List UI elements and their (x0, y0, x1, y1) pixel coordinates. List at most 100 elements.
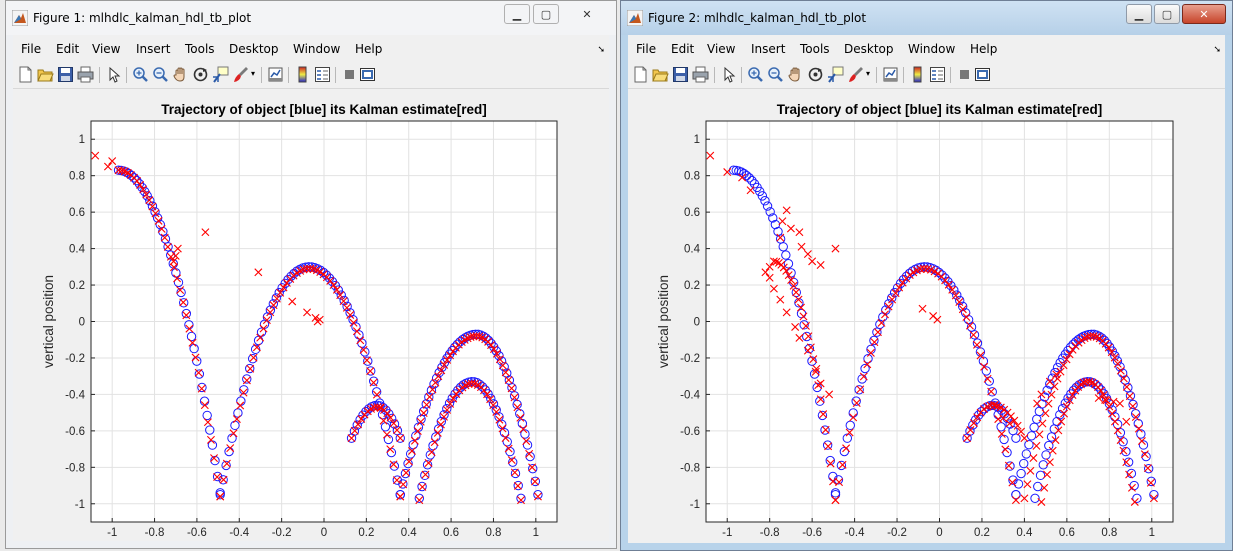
trajectory-point (1055, 410, 1065, 420)
trajectory-point (400, 468, 411, 479)
print-icon[interactable] (692, 66, 709, 83)
menu-desktop[interactable]: Desktop (229, 42, 279, 56)
trajectory-point (363, 356, 373, 366)
trajectory-point (352, 420, 362, 430)
menu-dock-arrow-icon[interactable]: ➘ (597, 44, 605, 54)
open-file-icon[interactable] (652, 66, 669, 83)
menu-view[interactable]: View (707, 42, 736, 56)
menu-tools[interactable]: Tools (185, 42, 215, 56)
menu-file[interactable]: File (636, 42, 657, 56)
menu-help[interactable]: Help (970, 42, 998, 56)
show-plot-tools-icon[interactable] (359, 66, 376, 83)
zoom-out-icon[interactable] (767, 66, 784, 83)
save-icon[interactable] (57, 66, 74, 83)
show-plot-tools-icon[interactable] (974, 66, 991, 83)
title-bar[interactable]: Figure 1: mlhdlc_kalman_hdl_tb_plot ▁ ▢ … (6, 1, 616, 35)
trajectory-plot[interactable]: -1 -0.8 -0.6 -0.4 -0.2 0 0.2 0.4 0.6 0.8 1 1 0.8 0.6 0… (628, 90, 1227, 545)
hide-plot-tools-icon[interactable] (341, 66, 358, 83)
close-button[interactable]: ✕ (565, 4, 609, 24)
rotate-3d-icon[interactable] (192, 66, 209, 83)
edit-plot-arrow-icon[interactable] (720, 66, 737, 83)
estimate-point (812, 364, 821, 373)
menu-view[interactable]: View (92, 42, 121, 56)
data-cursor-icon[interactable] (212, 66, 229, 83)
insert-legend-icon[interactable] (929, 66, 946, 83)
title-bar[interactable]: Figure 2: mlhdlc_kalman_hdl_tb_plot ▁ ▢ … (621, 1, 1232, 35)
estimate-point (1062, 402, 1071, 411)
estimate-point (863, 360, 872, 369)
menu-file[interactable]: File (21, 42, 42, 56)
brush-dropdown-icon[interactable]: ▾ (251, 69, 256, 78)
estimate-point (492, 349, 501, 358)
estimate-point (1110, 353, 1119, 362)
figure-window-2: Figure 2: mlhdlc_kalman_hdl_tb_plot ▁ ▢ … (620, 0, 1233, 551)
trajectory-point (179, 298, 189, 308)
menu-edit[interactable]: Edit (671, 42, 695, 56)
menu-insert[interactable]: Insert (136, 42, 171, 56)
brush-dropdown-icon[interactable]: ▾ (866, 69, 871, 78)
estimate-point (980, 362, 989, 371)
trajectory-point (976, 406, 987, 417)
link-plot-icon[interactable] (882, 66, 899, 83)
trajectory-point (839, 446, 850, 457)
y-tick-label: -0.2 (680, 353, 700, 365)
estimate-point (1013, 421, 1022, 430)
estimate-point (357, 414, 366, 423)
rotate-3d-icon[interactable] (807, 66, 824, 83)
estimate-point (1068, 391, 1077, 400)
save-icon[interactable] (672, 66, 689, 83)
estimate-point (480, 386, 489, 395)
insert-colorbar-icon[interactable] (909, 66, 926, 83)
estimate-point (219, 475, 228, 484)
new-figure-icon[interactable] (17, 66, 34, 83)
estimate-point (498, 424, 507, 433)
estimate-point (776, 295, 785, 304)
menu-window[interactable]: Window (293, 42, 341, 56)
menu-edit[interactable]: Edit (56, 42, 80, 56)
menu-desktop[interactable]: Desktop (844, 42, 894, 56)
hide-plot-tools-icon[interactable] (956, 66, 973, 83)
menu-dock-arrow-icon[interactable]: ➘ (1213, 44, 1221, 54)
figure-canvas: -1 -0.8 -0.6 -0.4 -0.2 0 0.2 0.4 0.6 0.8 1 1 0.8 0.6 0… (628, 90, 1227, 545)
pan-hand-icon[interactable] (787, 66, 804, 83)
print-icon[interactable] (77, 66, 94, 83)
data-cursor-icon[interactable] (827, 66, 844, 83)
estimate-point (973, 413, 982, 422)
new-figure-icon[interactable] (632, 66, 649, 83)
insert-colorbar-icon[interactable] (294, 66, 311, 83)
trajectory-point (530, 476, 541, 487)
edit-plot-arrow-icon[interactable] (105, 66, 122, 83)
menu-window[interactable]: Window (908, 42, 956, 56)
link-plot-icon[interactable] (267, 66, 284, 83)
open-file-icon[interactable] (37, 66, 54, 83)
y-tick-label: 0.2 (69, 280, 85, 292)
menu-insert[interactable]: Insert (751, 42, 786, 56)
trajectory-point (439, 410, 449, 420)
trajectory-plot[interactable]: -1 -0.8 -0.6 -0.4 -0.2 0 0.2 0.4 0.6 0.8 1 1 0.8 0.6 0… (13, 90, 611, 543)
pan-hand-icon[interactable] (172, 66, 189, 83)
minimize-button[interactable]: ▁ (1126, 4, 1152, 24)
estimate-point (873, 328, 882, 337)
estimate-point (433, 428, 442, 437)
trajectory-point (802, 331, 812, 342)
x-tick-label: 0.6 (443, 527, 459, 539)
brush-icon[interactable] (847, 66, 864, 83)
zoom-in-icon[interactable] (747, 66, 764, 83)
brush-icon[interactable] (232, 66, 249, 83)
menu-help[interactable]: Help (355, 42, 383, 56)
trajectory-point (1128, 399, 1138, 410)
estimate-point (1065, 396, 1074, 405)
trajectory-point (414, 493, 425, 504)
estimate-point (1065, 350, 1074, 359)
insert-legend-icon[interactable] (314, 66, 331, 83)
zoom-out-icon[interactable] (152, 66, 169, 83)
estimate-point (765, 262, 774, 271)
estimate-point (1017, 427, 1026, 436)
menu-tools[interactable]: Tools (800, 42, 830, 56)
close-button[interactable]: ✕ (1182, 4, 1226, 24)
zoom-in-icon[interactable] (132, 66, 149, 83)
maximize-button[interactable]: ▢ (1154, 4, 1180, 24)
minimize-button[interactable]: ▁ (504, 4, 530, 24)
estimate-point (1045, 458, 1054, 467)
maximize-button[interactable]: ▢ (533, 4, 559, 24)
